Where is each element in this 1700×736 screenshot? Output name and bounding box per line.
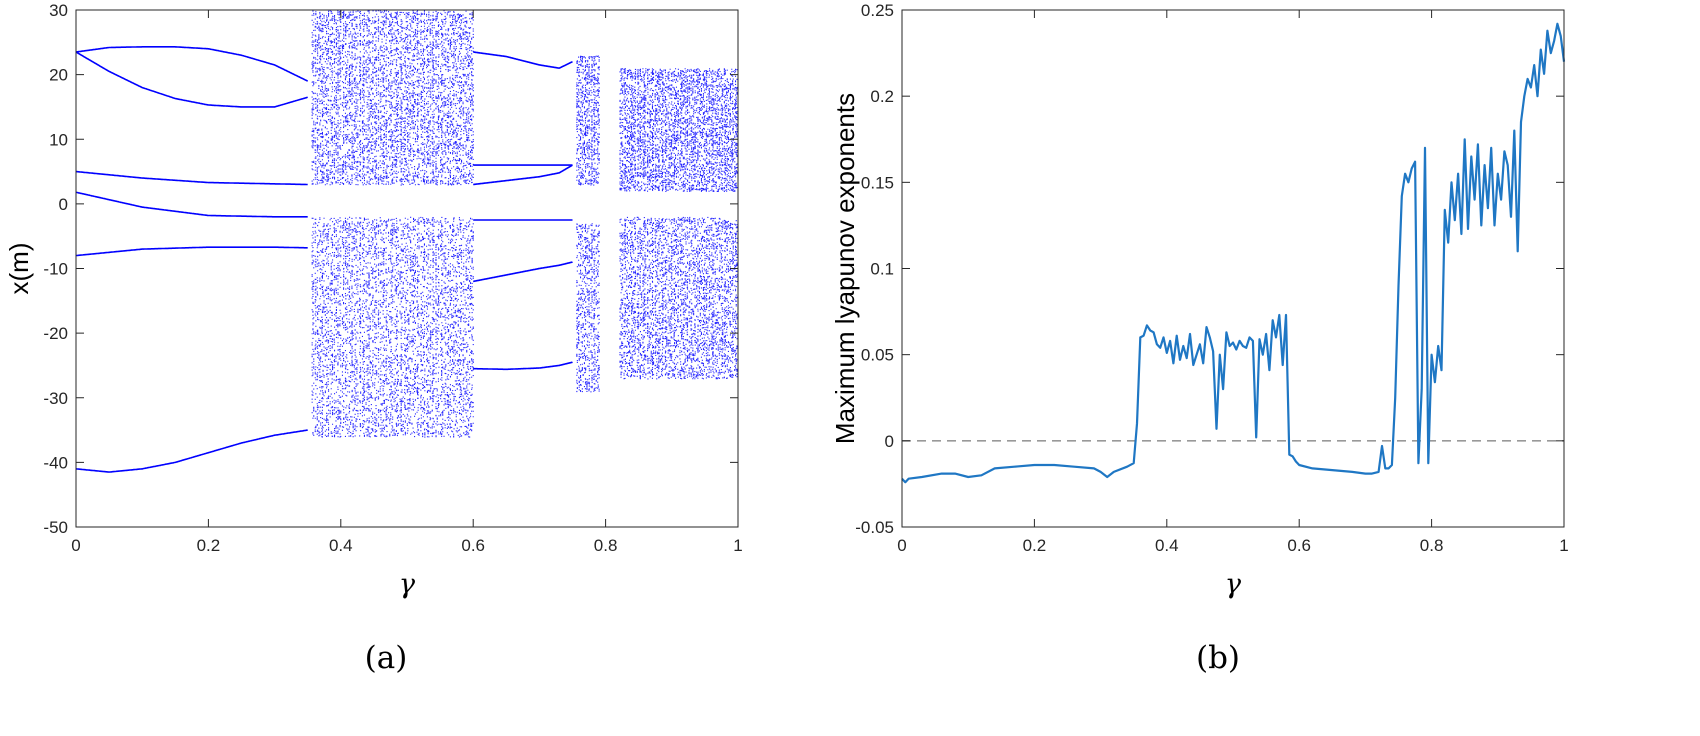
bifurcation-diagram-panel: 0 0.2 0.4 0.6 0.8 1 -50 -40 -30 -20 -10 0 10 20 30 γ x(m… — [4, 1, 743, 600]
periodic-branch — [76, 429, 308, 473]
x-tick-label: 0 — [897, 536, 906, 555]
x-tick-label: 1 — [733, 536, 742, 555]
y-tick-label: -40 — [43, 453, 68, 472]
y-tick-label: 30 — [49, 1, 68, 20]
bifurcation-plot — [76, 10, 738, 473]
y-tick-label: 0.05 — [861, 346, 894, 365]
lyapunov-exponent-panel: 0 0.2 0.4 0.6 0.8 1-0.0500.050.10.150.20.25γM… — [830, 1, 1569, 600]
y-tick-label: 0 — [885, 432, 894, 451]
x-tick-label: 0.4 — [1155, 536, 1179, 555]
periodic-branch — [473, 361, 573, 371]
caption-b: (b) — [1196, 640, 1240, 676]
axes: 0 0.2 0.4 0.6 0.8 1-0.0500.050.10.150.20.25γM… — [830, 1, 1569, 600]
x-tick-label: 0.2 — [1023, 536, 1047, 555]
y-tick-label: -10 — [43, 260, 68, 279]
chaotic-band — [576, 55, 600, 393]
periodic-branch — [473, 164, 573, 186]
periodic-branch — [473, 261, 573, 283]
x-tick-label: 0.8 — [594, 536, 618, 555]
periodic-branch — [76, 191, 308, 218]
y-tick-label: 0.2 — [870, 87, 894, 106]
y-tick-label: 0.25 — [861, 1, 894, 20]
x-tick-label: 1 — [1559, 536, 1568, 555]
x-tick-label: 0.8 — [1420, 536, 1444, 555]
y-tick-label: 10 — [49, 130, 68, 149]
plot-frame — [75, 9, 739, 528]
periodic-branch — [76, 51, 308, 108]
y-tick-label: 0 — [59, 195, 68, 214]
caption-a: (a) — [365, 640, 408, 676]
x-tick-label: 0.4 — [329, 536, 353, 555]
periodic-branch — [76, 170, 308, 186]
y-tick-label: -20 — [43, 324, 68, 343]
y-tick-label: 0.15 — [861, 173, 894, 192]
y-tick-label: -30 — [43, 389, 68, 408]
chaotic-points — [576, 55, 600, 393]
chaotic-points — [619, 68, 738, 380]
axes: 0 0.2 0.4 0.6 0.8 1 -50 -40 -30 -20 -10 0 10 20 30 γ x(m… — [4, 1, 743, 600]
x-tick-label: 0.6 — [461, 536, 485, 555]
chaotic-band — [619, 68, 738, 380]
y-tick-label: 0.1 — [870, 260, 894, 279]
x-tick-label: 0 — [71, 536, 80, 555]
y-tick-label: 20 — [49, 66, 68, 85]
x-axis-label: γ — [399, 569, 416, 600]
periodic-branch — [76, 46, 309, 82]
plot-frame — [901, 9, 1565, 528]
chaotic-points — [311, 10, 474, 438]
lyapunov-series-line — [901, 22, 1566, 484]
lyapunov-plot — [901, 22, 1566, 484]
x-tick-label: 0.2 — [197, 536, 221, 555]
periodic-branch — [473, 51, 573, 69]
x-axis-label: γ — [1225, 569, 1242, 600]
y-axis-label: x(m) — [4, 243, 34, 295]
chaotic-band — [311, 10, 474, 438]
x-tick-label: 0.6 — [1287, 536, 1311, 555]
periodic-branch — [76, 246, 308, 257]
y-tick-label: -50 — [43, 518, 68, 537]
y-tick-label: -0.05 — [855, 518, 894, 537]
y-axis-label: Maximum lyapunov exponents — [830, 93, 860, 444]
